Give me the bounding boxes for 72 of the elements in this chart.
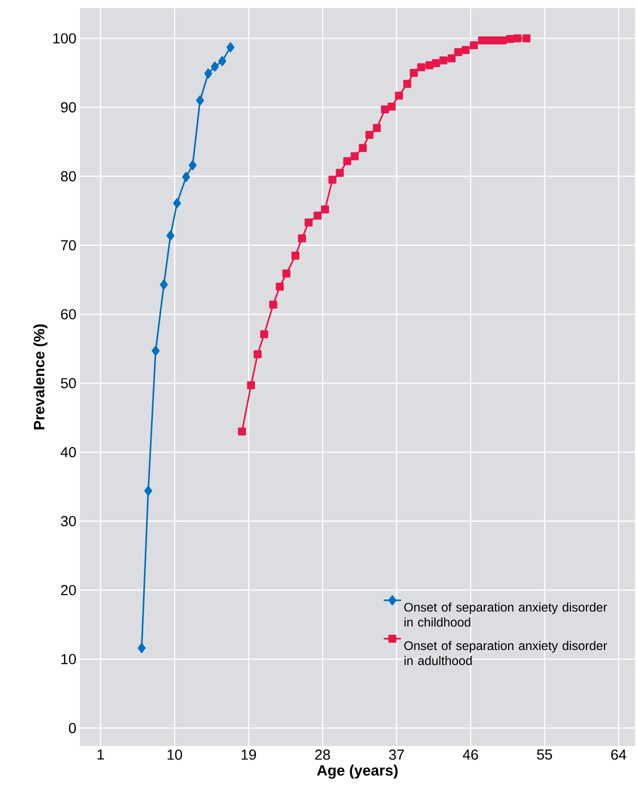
point (210, 62, 219, 72)
point (448, 54, 456, 62)
point (182, 172, 190, 182)
point (372, 124, 381, 132)
y-tick-label: 0 (68, 722, 76, 734)
point (298, 234, 306, 242)
point (454, 48, 462, 56)
point (336, 168, 344, 177)
point (314, 212, 322, 220)
point (410, 68, 418, 77)
legend-label: Onset of separation anxiety disorder in adulthood (404, 640, 608, 666)
point (166, 230, 174, 241)
x-tick-label: 28 (315, 750, 330, 760)
point (498, 36, 507, 44)
y-tick-label: 20 (61, 584, 76, 596)
point (381, 105, 390, 114)
y-axis-title: Prevalence (%) (33, 324, 48, 430)
point (439, 56, 448, 64)
point (350, 152, 359, 160)
point (304, 218, 313, 226)
point (160, 280, 168, 290)
point (395, 92, 404, 100)
point (260, 330, 268, 338)
point (403, 80, 412, 88)
point (254, 350, 262, 358)
point (247, 381, 256, 390)
point (470, 41, 478, 50)
legend-label: Onset of separation anxiety disorder in childhood (404, 602, 608, 627)
point (462, 46, 470, 54)
x-tick-label: 19 (242, 750, 256, 760)
point (226, 42, 234, 52)
point (358, 144, 367, 152)
point (196, 95, 204, 106)
x-tick-label: 64 (611, 750, 626, 760)
y-tick-label: 50 (60, 378, 76, 388)
point (152, 346, 160, 356)
point (328, 176, 336, 184)
y-tick-label: 90 (61, 102, 76, 112)
y-tick-label: 30 (60, 516, 76, 526)
x-tick-label: 46 (462, 750, 478, 760)
point (204, 68, 212, 79)
point (513, 34, 522, 42)
point (218, 56, 226, 66)
x-axis-title: Age (years) (317, 764, 398, 779)
point (478, 36, 486, 44)
point (138, 643, 146, 654)
point (291, 252, 300, 260)
x-tick-label: 10 (168, 750, 182, 760)
point (238, 427, 246, 436)
point (276, 282, 284, 291)
point (282, 270, 290, 278)
y-tick-label: 70 (61, 240, 76, 250)
y-tick-label: 100 (53, 33, 76, 44)
x-tick-label: 1 (98, 750, 104, 760)
point (144, 486, 152, 496)
x-tick-label: 37 (389, 750, 404, 760)
point (506, 35, 514, 44)
point (432, 59, 440, 68)
point (269, 300, 278, 309)
y-tick-label: 40 (60, 447, 76, 458)
y-tick-label: 80 (60, 171, 76, 182)
point (388, 102, 396, 111)
x-tick-label: 55 (537, 750, 552, 760)
point (365, 130, 374, 139)
y-tick-label: 60 (61, 309, 76, 320)
y-tick-label: 10 (61, 654, 76, 664)
point (188, 160, 197, 170)
point (417, 63, 426, 72)
point (343, 157, 352, 166)
point (522, 34, 530, 42)
point (173, 198, 181, 208)
point (321, 205, 330, 214)
